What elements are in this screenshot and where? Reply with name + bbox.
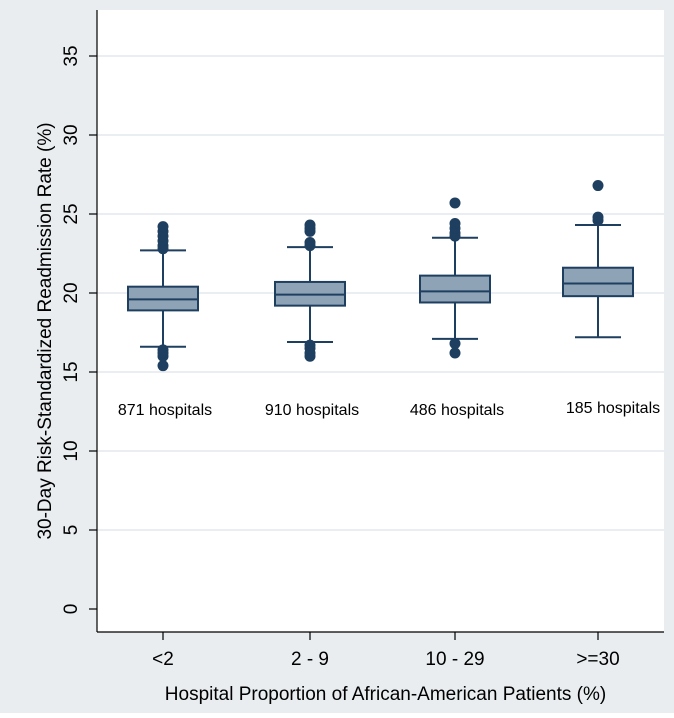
y-tick-label: 20: [61, 282, 82, 303]
hospital-count-label: 486 hospitals: [410, 402, 504, 419]
outlier-point: [158, 344, 169, 355]
y-axis-label: 30-Day Risk-Standardized Readmission Rat…: [35, 122, 56, 539]
outlier-point: [593, 212, 604, 223]
outlier-point: [305, 340, 316, 351]
x-tick-label: >=30: [576, 649, 619, 670]
outlier-point: [450, 348, 461, 359]
outlier-point: [158, 221, 169, 232]
hospital-count-label: 871 hospitals: [118, 402, 212, 419]
outlier-point: [305, 237, 316, 248]
y-tick-label: 35: [61, 45, 82, 66]
y-tick-label: 10: [61, 440, 82, 461]
outlier-point: [158, 360, 169, 371]
y-tick-label: 5: [61, 525, 82, 536]
outlier-point: [450, 218, 461, 229]
plot-area: [97, 10, 664, 632]
x-tick-label: 2 - 9: [291, 649, 329, 670]
x-tick-label: 10 - 29: [425, 649, 484, 670]
outlier-point: [450, 197, 461, 208]
y-tick-label: 25: [61, 203, 82, 224]
x-tick-label: <2: [152, 649, 174, 670]
iqr-box: [563, 268, 633, 296]
iqr-box: [420, 276, 490, 303]
y-tick-label: 15: [61, 361, 82, 382]
y-tick-label: 30: [61, 124, 82, 145]
y-tick-label: 0: [61, 604, 82, 615]
hospital-count-label: 185 hospitals: [566, 400, 660, 417]
hospital-count-label: 910 hospitals: [265, 402, 359, 419]
outlier-point: [450, 338, 461, 349]
outlier-point: [593, 180, 604, 191]
outlier-point: [305, 220, 316, 231]
x-axis-label: Hospital Proportion of African-American …: [165, 684, 606, 705]
